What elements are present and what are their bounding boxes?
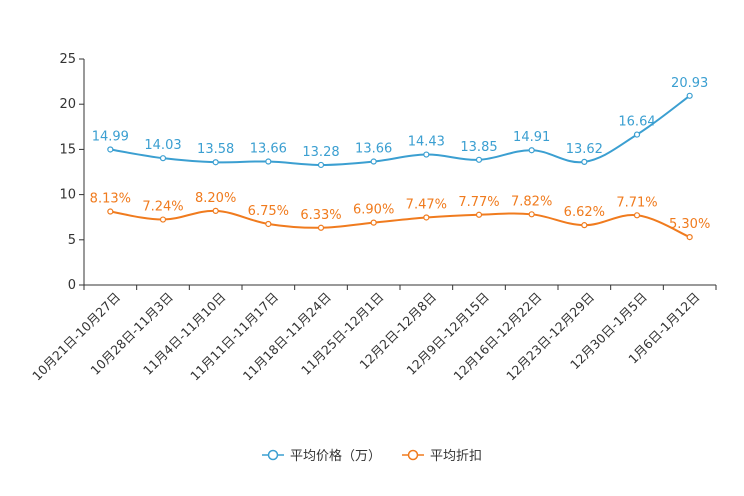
data-label: 5.30% bbox=[669, 217, 710, 232]
data-point[interactable] bbox=[423, 214, 430, 221]
data-label: 6.90% bbox=[353, 203, 394, 218]
data-label: 13.66 bbox=[355, 142, 392, 157]
data-label: 13.66 bbox=[250, 142, 287, 157]
data-point[interactable] bbox=[370, 219, 377, 226]
data-point[interactable] bbox=[317, 224, 325, 231]
legend-item-1[interactable]: 平均折扣 bbox=[402, 449, 482, 464]
data-point[interactable] bbox=[581, 222, 588, 229]
series-1: 8.13% 7.24% 8.20% 6.75% 6.33% 6.90% 7.47% 7.77%… bbox=[90, 191, 710, 241]
y-tick-label: 15 bbox=[59, 142, 76, 157]
data-label: 7.24% bbox=[142, 200, 183, 215]
data-point[interactable] bbox=[265, 220, 272, 228]
data-point[interactable] bbox=[212, 207, 219, 214]
data-label: 7.82% bbox=[511, 194, 552, 209]
data-point[interactable] bbox=[107, 146, 114, 153]
data-point[interactable] bbox=[159, 155, 167, 162]
legend-label: 平均折扣 bbox=[430, 449, 482, 464]
data-point[interactable] bbox=[212, 159, 219, 166]
data-point[interactable] bbox=[633, 212, 641, 219]
y-tick-label: 25 bbox=[59, 52, 76, 67]
data-label: 8.20% bbox=[195, 191, 236, 206]
y-tick-label: 5 bbox=[68, 233, 76, 248]
legend-marker-icon bbox=[407, 449, 419, 461]
series-line bbox=[110, 209, 691, 239]
x-tick-label: 12月16日-12月22日 bbox=[450, 289, 544, 383]
data-label: 13.85 bbox=[460, 140, 497, 155]
data-point[interactable] bbox=[159, 216, 167, 223]
data-point[interactable] bbox=[633, 131, 641, 138]
data-label: 7.77% bbox=[458, 195, 499, 210]
data-point[interactable] bbox=[475, 211, 483, 218]
data-label: 7.71% bbox=[616, 195, 657, 210]
data-label: 16.64 bbox=[618, 115, 655, 130]
data-label: 14.03 bbox=[144, 138, 181, 153]
series-line bbox=[110, 94, 691, 166]
x-tick-label: 11月18日-11月24日 bbox=[240, 289, 334, 383]
data-label: 7.47% bbox=[406, 197, 447, 212]
data-point[interactable] bbox=[317, 161, 325, 169]
data-point[interactable] bbox=[581, 158, 588, 165]
y-tick-label: 10 bbox=[59, 188, 76, 203]
data-point[interactable] bbox=[265, 158, 272, 165]
data-label: 13.62 bbox=[566, 142, 603, 157]
data-label: 20.93 bbox=[671, 76, 708, 91]
data-point[interactable] bbox=[686, 233, 693, 241]
y-tick-label: 0 bbox=[68, 278, 76, 293]
data-label: 13.58 bbox=[197, 142, 234, 157]
data-label: 8.13% bbox=[90, 192, 131, 207]
data-point[interactable] bbox=[528, 211, 535, 218]
data-label: 13.28 bbox=[302, 145, 339, 160]
legend[interactable]: 平均价格（万） 平均折扣 bbox=[262, 448, 482, 464]
data-point[interactable] bbox=[475, 156, 483, 163]
data-point[interactable] bbox=[686, 92, 693, 99]
data-label: 14.43 bbox=[408, 135, 445, 150]
data-label: 6.62% bbox=[564, 205, 605, 220]
data-label: 14.91 bbox=[513, 130, 550, 145]
legend-marker-icon bbox=[267, 449, 279, 461]
x-tick-label: 12月23日-12月29日 bbox=[503, 289, 597, 383]
y-tick-label: 20 bbox=[59, 97, 76, 112]
series-0: 14.99 14.03 13.58 13.66 13.28 13.66 14.43 13.85… bbox=[92, 76, 708, 169]
data-point[interactable] bbox=[370, 158, 377, 165]
data-label: 14.99 bbox=[92, 129, 129, 144]
data-label: 6.75% bbox=[248, 204, 289, 219]
legend-item-0[interactable]: 平均价格（万） bbox=[262, 448, 381, 464]
x-tick-label: 11月11日-11月17日 bbox=[187, 289, 281, 383]
series-layer: 14.99 14.03 13.58 13.66 13.28 13.66 14.43 13.85… bbox=[90, 76, 710, 241]
data-point[interactable] bbox=[423, 151, 430, 158]
data-point[interactable] bbox=[528, 147, 535, 154]
x-tick-label: 10月21日-10月27日 bbox=[29, 289, 123, 383]
data-label: 6.33% bbox=[300, 208, 341, 223]
data-point[interactable] bbox=[107, 208, 114, 215]
legend-label: 平均价格（万） bbox=[290, 448, 381, 464]
